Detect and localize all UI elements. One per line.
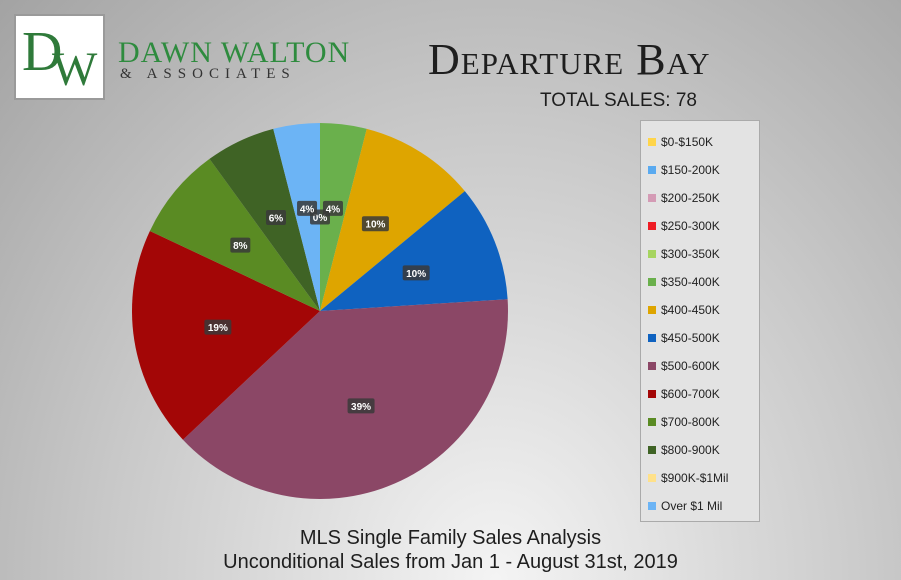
total-sales: TOTAL SALES: 78 xyxy=(540,90,698,111)
svg-text:4%: 4% xyxy=(300,204,315,215)
legend-item-12: $900K-$1Mil xyxy=(641,464,759,492)
chart-title: Departure Bay xyxy=(428,35,711,84)
pie-slice-13 xyxy=(273,123,320,311)
legend-swatch xyxy=(648,250,656,258)
slice-label-13: 4% xyxy=(297,200,318,216)
slice-label-11: 6% xyxy=(265,209,286,225)
brand-subtitle: & ASSOCIATES xyxy=(120,66,296,82)
legend-swatch xyxy=(648,222,656,230)
slice-label-8: 39% xyxy=(347,398,375,414)
legend-swatch xyxy=(648,278,656,286)
pie-slice-7 xyxy=(320,191,508,311)
legend-label: $600-700K xyxy=(661,387,720,401)
legend-item-5: $350-400K xyxy=(641,268,759,296)
legend-swatch xyxy=(648,502,656,510)
legend-item-8: $500-600K xyxy=(641,352,759,380)
brand-name: DAWN WALTON xyxy=(118,36,351,69)
legend-item-4: $300-350K xyxy=(641,240,759,268)
legend-label: $400-450K xyxy=(661,303,720,317)
legend-swatch xyxy=(648,446,656,454)
svg-text:39%: 39% xyxy=(351,402,371,413)
legend-label: $800-900K xyxy=(661,443,720,457)
slice-label-5: 4% xyxy=(322,200,343,216)
legend-label: $700-800K xyxy=(661,415,720,429)
slice-label-7: 10% xyxy=(402,265,430,281)
pie-slice-8 xyxy=(182,299,508,499)
legend-label: $350-400K xyxy=(661,275,720,289)
legend-item-3: $250-300K xyxy=(641,212,759,240)
legend-swatch xyxy=(648,166,656,174)
legend-item-6: $400-450K xyxy=(641,296,759,324)
legend-swatch xyxy=(648,138,656,146)
svg-text:10%: 10% xyxy=(406,269,426,280)
slice-label-10: 8% xyxy=(230,237,251,253)
legend-item-9: $600-700K xyxy=(641,380,759,408)
legend-item-10: $700-800K xyxy=(641,408,759,436)
legend-label: $500-600K xyxy=(661,359,720,373)
pie-slice-9 xyxy=(132,230,320,440)
logo-monogram-d: D xyxy=(22,21,63,83)
legend-label: Over $1 Mil xyxy=(661,499,723,513)
pie-slice-11 xyxy=(209,128,320,311)
legend-item-2: $200-250K xyxy=(641,184,759,212)
pie-slice-10 xyxy=(149,158,320,311)
slice-label-9: 19% xyxy=(204,319,232,335)
footer-line-1: MLS Single Family Sales Analysis xyxy=(299,527,602,549)
legend-label: $250-300K xyxy=(661,219,720,233)
legend-item-7: $450-500K xyxy=(641,324,759,352)
legend-label: $450-500K xyxy=(661,331,720,345)
legend-swatch xyxy=(648,306,656,314)
svg-text:10%: 10% xyxy=(365,220,385,231)
brand-logo: D W xyxy=(14,14,105,100)
legend-item-1: $150-200K xyxy=(641,156,759,184)
legend-swatch xyxy=(648,474,656,482)
pie-slice-6 xyxy=(320,128,465,311)
legend-swatch xyxy=(648,194,656,202)
legend-label: $900K-$1Mil xyxy=(661,471,729,485)
svg-text:4%: 4% xyxy=(326,204,341,215)
legend-item-0: $0-$150K xyxy=(641,128,759,156)
legend-label: $0-$150K xyxy=(661,135,714,149)
chart-legend: $0-$150K $150-200K $200-250K $250-300K $300-… xyxy=(640,120,760,522)
legend-label: $300-350K xyxy=(661,247,720,261)
logo-monogram-w: W xyxy=(52,43,98,96)
legend-swatch xyxy=(648,362,656,370)
svg-text:19%: 19% xyxy=(208,323,228,334)
footer-line-2: Unconditional Sales from Jan 1 - August … xyxy=(223,551,678,573)
slice-label-6: 10% xyxy=(361,216,389,232)
svg-text:8%: 8% xyxy=(233,241,248,252)
svg-text:0%: 0% xyxy=(313,213,328,224)
svg-text:6%: 6% xyxy=(269,213,284,224)
legend-item-11: $800-900K xyxy=(641,436,759,464)
pie-slice-5 xyxy=(320,123,367,311)
legend-swatch xyxy=(648,418,656,426)
legend-swatch xyxy=(648,334,656,342)
legend-label: $150-200K xyxy=(661,163,720,177)
legend-item-13: Over $1 Mil xyxy=(641,492,759,520)
legend-label: $200-250K xyxy=(661,191,720,205)
legend-swatch xyxy=(648,390,656,398)
